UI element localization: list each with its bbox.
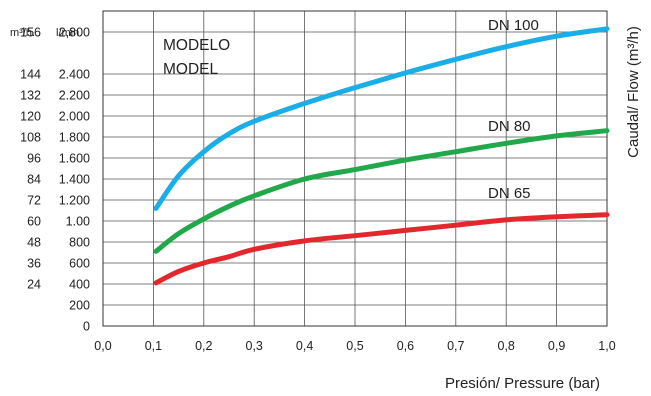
series-line-dn65 <box>153 212 610 286</box>
y-header-lmin: l/min. <box>56 27 82 39</box>
y-tick-label-m3h: 156 <box>20 26 41 40</box>
x-tick-label: 0,1 <box>145 339 162 353</box>
plot-frame <box>102 10 608 327</box>
series-line-dn100 <box>153 26 610 211</box>
series-label-dn65: DN 65 <box>488 185 531 202</box>
y-tick-label-lmin: 2.000 <box>59 110 90 124</box>
x-tick-label: 0,0 <box>94 339 111 353</box>
x-tick-label: 0,4 <box>296 339 313 353</box>
series-label-dn100: DN 100 <box>488 17 539 34</box>
y-tick-label-lmin: 1.400 <box>59 173 90 187</box>
y-tick-label-lmin: 400 <box>69 278 90 292</box>
y-tick-label-m3h: 48 <box>27 236 41 250</box>
x-tick-label: 0,8 <box>498 339 515 353</box>
y-tick-label-lmin: 1.800 <box>59 131 90 145</box>
x-tick-label: 0,6 <box>397 339 414 353</box>
model-label-en: MODEL <box>163 61 219 78</box>
model-label-es: MODELO <box>163 37 230 54</box>
x-tick-label: 0,9 <box>548 339 565 353</box>
y-axis-ticks: 0 200 400 600 800 1.00 1.200 1.400 1.600 1.800 2.0… <box>20 26 90 334</box>
y-axis-label: Caudal/ Flow (m³/h) <box>625 26 642 158</box>
y-tick-label-m3h: 36 <box>27 257 41 271</box>
y-tick-label-m3h: 24 <box>27 278 41 292</box>
y-tick-label-lmin: 2.200 <box>59 89 90 103</box>
series-line-dn80 <box>153 128 610 254</box>
y-tick-label-m3h: 96 <box>27 152 41 166</box>
y-tick-label-m3h: 72 <box>27 194 41 208</box>
y-tick-label-m3h: 144 <box>20 68 41 82</box>
y-tick-label-lmin: 2.400 <box>59 68 90 82</box>
y-tick-label-m3h: 132 <box>20 89 41 103</box>
y-tick-label-lmin: 200 <box>69 299 90 313</box>
x-tick-label: 1,0 <box>598 339 615 353</box>
y-tick-label-lmin: 600 <box>69 257 90 271</box>
y-tick-label-lmin: 800 <box>69 236 90 250</box>
x-tick-label: 0,5 <box>346 339 363 353</box>
series-label-dn80: DN 80 <box>488 118 531 135</box>
y-tick-label-lmin: 0 <box>83 320 90 334</box>
y-tick-label-m3h: 84 <box>27 173 41 187</box>
y-tick-label-lmin: 1.200 <box>59 194 90 208</box>
series-lines <box>153 26 610 286</box>
x-tick-label: 0,2 <box>195 339 212 353</box>
x-axis-ticks: 0,0 0,1 0,2 0,3 0,4 0,5 0,6 0,7 0,8 0,9 1,0 <box>94 339 615 353</box>
x-axis-label: Presión/ Pressure (bar) <box>445 375 600 392</box>
y-tick-label-lmin: 1.00 <box>66 215 90 229</box>
y-tick-label-m3h: 60 <box>27 215 41 229</box>
y-tick-label-lmin: 2,800 <box>59 26 90 40</box>
x-tick-label: 0,7 <box>447 339 464 353</box>
y-tick-label-m3h: 108 <box>20 131 41 145</box>
x-tick-label: 0,3 <box>246 339 263 353</box>
y-tick-label-lmin: 1.600 <box>59 152 90 166</box>
y-header-m3h: m³/h. <box>10 27 35 39</box>
y-tick-label-m3h: 120 <box>20 110 41 124</box>
